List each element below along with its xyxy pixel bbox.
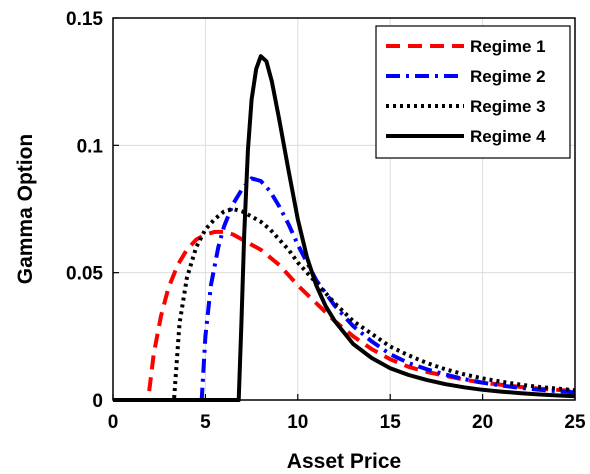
x-tick-label: 15 [380,412,402,433]
x-tick-label: 5 [200,412,211,433]
legend-label: Regime 2 [470,67,546,86]
series-layer [113,54,576,402]
x-tick-label: 10 [287,412,308,433]
series-line-regime-3 [113,207,576,402]
x-axis-label: Asset Price [287,450,401,473]
y-axis-label: Gamma Option [14,134,37,285]
y-tick-label: 0.1 [77,136,104,157]
series-line-regime-2 [113,176,576,402]
y-tick-label: 0.15 [66,9,103,30]
x-tick-label: 25 [564,412,586,433]
plot-frame [112,17,576,401]
legend: Regime 1 Regime 2 Regime 3 Regime 4 [375,25,571,159]
series-line-regime-1 [113,229,576,402]
tick-labels: 0 5 10 15 20 25 0 0.05 0.1 0.15 [66,9,586,433]
series-line-regime-4 [113,54,576,402]
legend-label: Regime 1 [470,37,546,56]
y-tick-label: 0.05 [66,264,103,285]
legend-label: Regime 3 [470,97,546,116]
legend-label: Regime 4 [470,127,546,146]
x-tick-label: 0 [108,412,119,433]
x-tick-label: 20 [472,412,493,433]
y-tick-label: 0 [92,391,103,412]
